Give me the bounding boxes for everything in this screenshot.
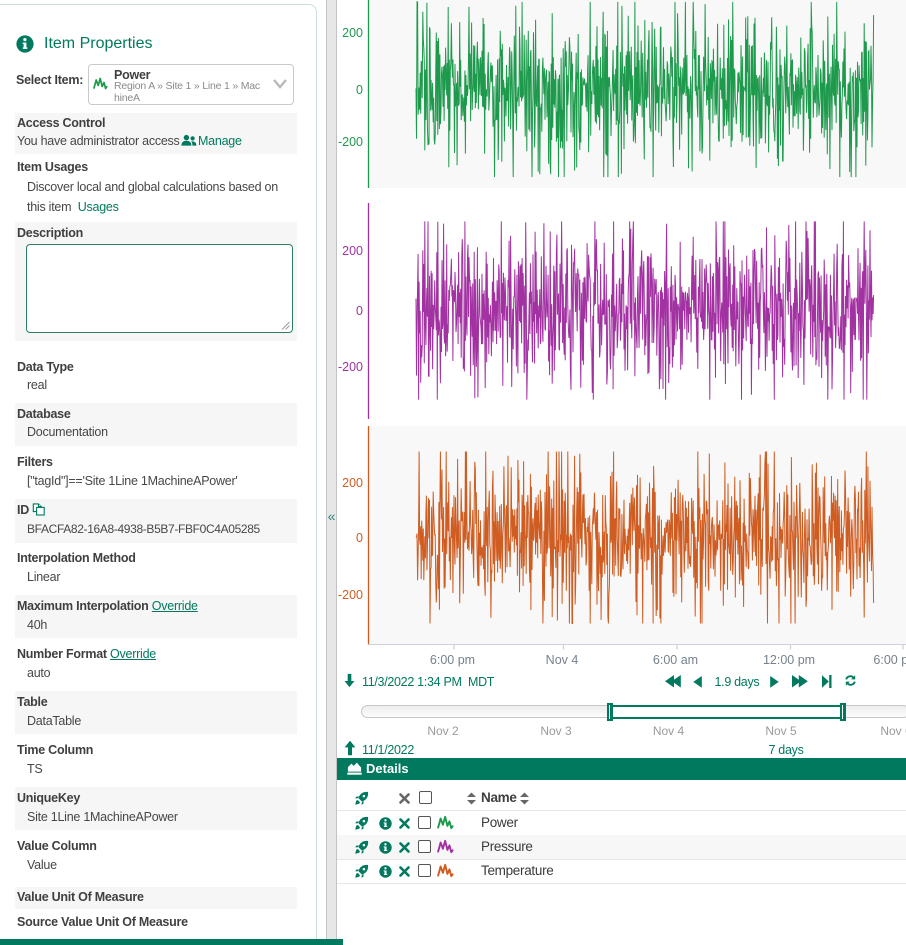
svg-text:Nov 4: Nov 4 bbox=[546, 653, 579, 667]
svg-text:6:00 am: 6:00 am bbox=[653, 653, 698, 667]
svg-text:12:00 pm: 12:00 pm bbox=[763, 653, 815, 667]
svg-text:-200: -200 bbox=[338, 360, 363, 374]
svg-text:6:00 pm: 6:00 pm bbox=[430, 653, 475, 667]
svg-text:200: 200 bbox=[342, 244, 363, 258]
svg-text:0: 0 bbox=[356, 304, 363, 318]
svg-text:0: 0 bbox=[356, 531, 363, 545]
svg-text:-200: -200 bbox=[338, 588, 363, 602]
svg-text:0: 0 bbox=[356, 83, 363, 97]
svg-text:200: 200 bbox=[342, 26, 363, 40]
svg-text:-200: -200 bbox=[338, 135, 363, 149]
svg-text:6:00 pm: 6:00 pm bbox=[873, 653, 906, 667]
svg-text:200: 200 bbox=[342, 476, 363, 490]
